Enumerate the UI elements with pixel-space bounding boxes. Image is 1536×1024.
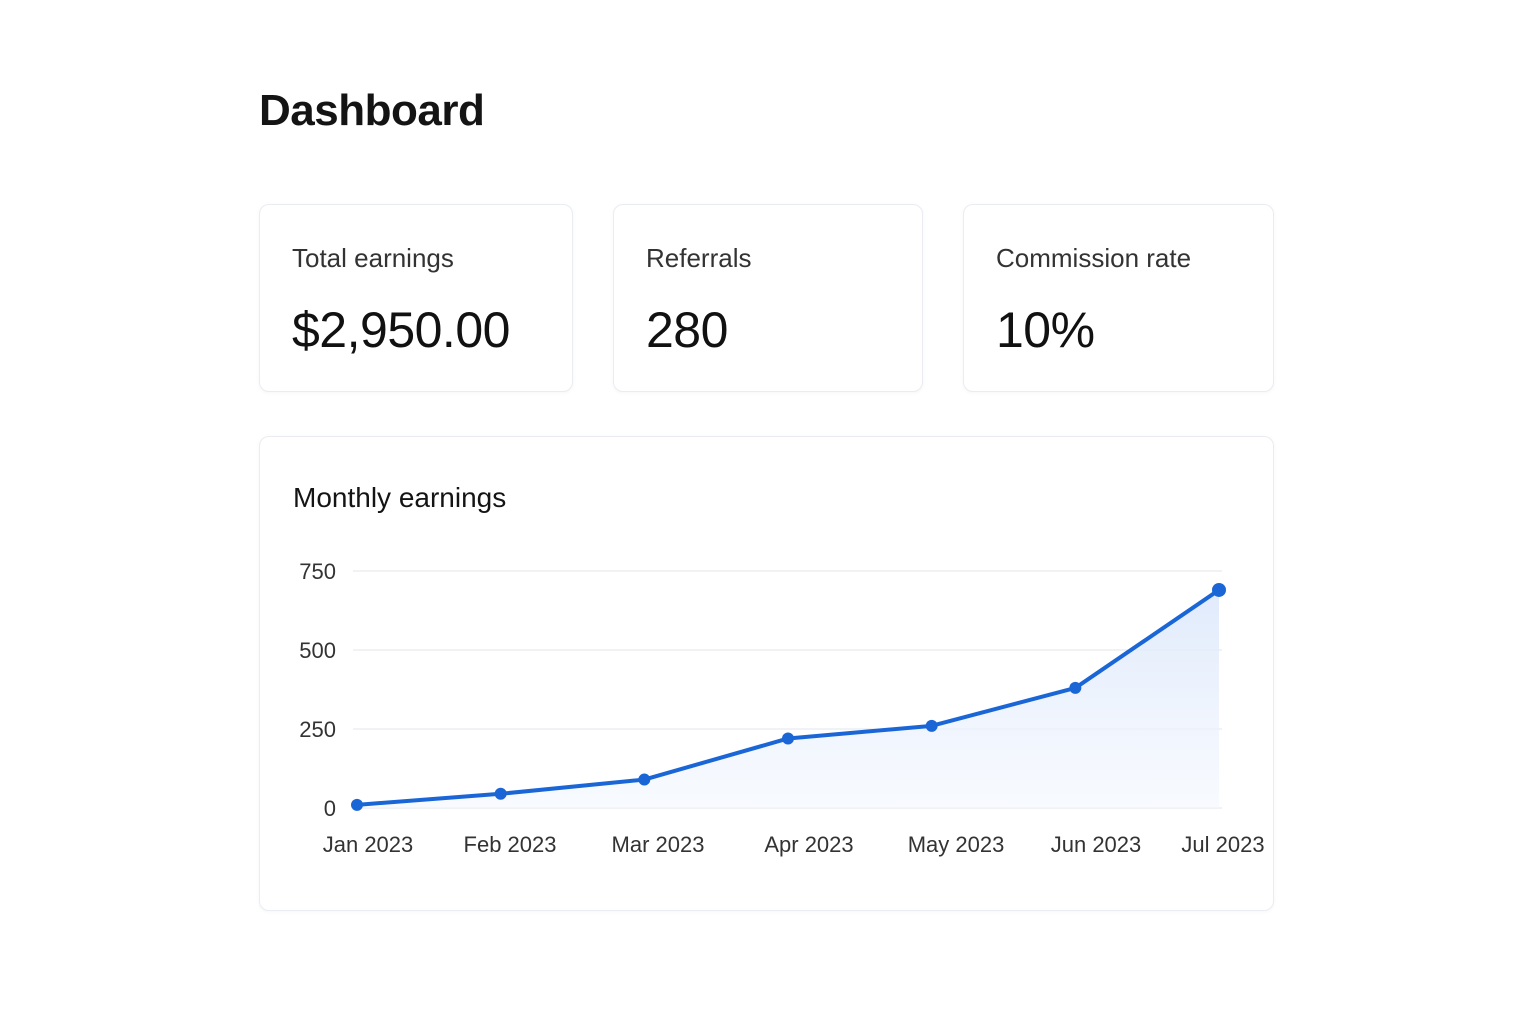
stat-label: Commission rate	[996, 243, 1192, 273]
stat-card-referrals: Referrals 280	[613, 204, 923, 392]
monthly-earnings-chart: 0 250 500 750 Jan 2023 Feb 2023 Mar 2023 Apr 2…	[299, 559, 1264, 857]
stat-label: Referrals	[646, 243, 752, 273]
stat-value: 280	[646, 302, 728, 358]
stat-card-total-earnings: Total earnings $2,950.00	[259, 204, 573, 392]
stat-card-commission-rate: Commission rate 10%	[963, 204, 1274, 392]
x-tick-label: Jun 2023	[1051, 832, 1142, 857]
monthly-earnings-chart-card: Monthly earnings 0 250 500 750 Jan 2023 Feb …	[259, 436, 1274, 911]
data-point[interactable]	[782, 732, 794, 745]
chart-title: Monthly earnings	[293, 482, 507, 513]
x-tick-label: May 2023	[908, 832, 1005, 857]
data-point[interactable]	[1212, 582, 1226, 597]
x-tick-label: Jul 2023	[1181, 832, 1264, 857]
x-tick-label: Feb 2023	[464, 832, 557, 857]
y-tick-label: 250	[299, 717, 336, 742]
stat-label: Total earnings	[292, 243, 454, 273]
x-tick-label: Apr 2023	[764, 832, 853, 857]
data-point[interactable]	[925, 719, 938, 732]
stat-value: $2,950.00	[292, 302, 510, 358]
y-tick-label: 0	[324, 796, 336, 821]
x-tick-label: Jan 2023	[323, 832, 414, 857]
data-point[interactable]	[1069, 681, 1082, 694]
x-tick-label: Mar 2023	[612, 832, 705, 857]
y-tick-label: 500	[299, 638, 336, 663]
data-point[interactable]	[638, 773, 651, 786]
page-title: Dashboard	[259, 86, 485, 135]
data-point[interactable]	[494, 787, 507, 800]
stat-value: 10%	[996, 302, 1095, 358]
data-point[interactable]	[351, 798, 363, 811]
y-tick-label: 750	[299, 559, 336, 584]
area-fill	[357, 589, 1219, 808]
